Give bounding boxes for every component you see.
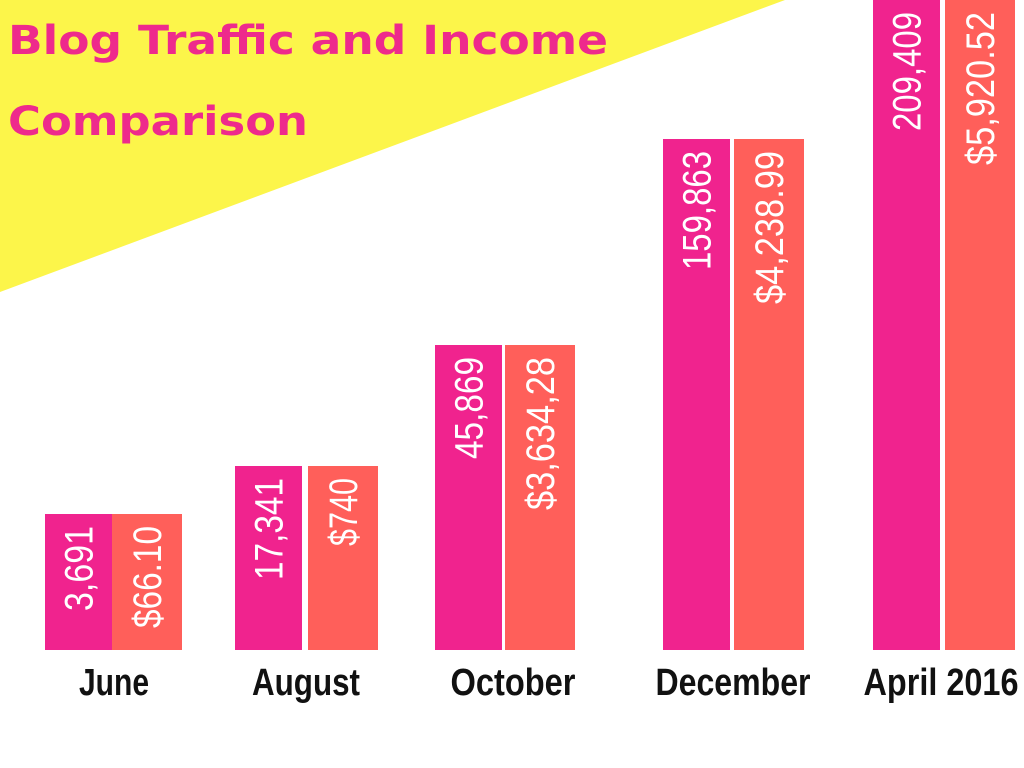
income-bar (112, 514, 182, 650)
traffic-bar (873, 0, 940, 650)
traffic-bar (45, 514, 112, 650)
traffic-value-label: 159,863 (676, 151, 720, 270)
chart-title-line-1: Blog Traffic and Income (8, 18, 608, 64)
income-bar (308, 466, 378, 650)
traffic-bar (663, 139, 730, 650)
income-value-label: $740 (322, 478, 366, 546)
category-label: December (656, 662, 811, 704)
category-label: October (451, 662, 576, 704)
traffic-value-label: 17,341 (248, 478, 292, 580)
traffic-bar (235, 466, 302, 650)
traffic-value-label: 3,691 (58, 526, 102, 611)
category-label: August (252, 662, 360, 704)
traffic-value-label: 45,869 (448, 357, 492, 459)
income-value-label: $5,920.52 (959, 12, 1003, 165)
income-bar (734, 139, 804, 650)
income-bar (505, 345, 575, 650)
chart-title-line-2: Comparison (8, 99, 308, 145)
category-label: April 2016 (864, 662, 1019, 704)
income-value-label: $66.10 (126, 526, 170, 628)
traffic-bar (435, 345, 502, 650)
category-label: June (79, 662, 149, 704)
yellow-banner (0, 0, 785, 292)
traffic-value-label: 209,409 (886, 12, 930, 131)
income-value-label: $4,238.99 (748, 151, 792, 304)
income-bar (945, 0, 1015, 650)
income-value-label: $3,634,28 (519, 357, 563, 510)
